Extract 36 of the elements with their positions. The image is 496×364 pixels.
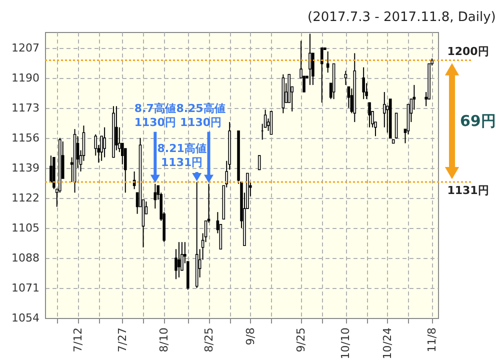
x-tick-label: 9/25 bbox=[294, 328, 308, 352]
x-tick-label: 7/27 bbox=[116, 328, 129, 352]
annotation: 8.7高値 1130円 bbox=[134, 102, 176, 129]
x-tick-label: 8/10 bbox=[158, 328, 171, 352]
text: 69円 bbox=[460, 112, 496, 130]
y-tick-label: 1139 bbox=[12, 161, 40, 174]
y-tick-label: 1173 bbox=[12, 101, 40, 114]
annotation: 8.21高値 1131円 bbox=[157, 142, 206, 170]
candlestick bbox=[320, 47, 324, 104]
ref-line-label: 1131円 bbox=[447, 184, 489, 198]
candlestick bbox=[258, 155, 261, 170]
candlestick bbox=[178, 242, 180, 278]
candlestick bbox=[103, 126, 106, 158]
x-tick-label: 7/12 bbox=[71, 328, 84, 352]
y-tick-label: 1071 bbox=[12, 281, 40, 294]
candlestick bbox=[362, 66, 365, 100]
x-tick-label: 11/8 bbox=[426, 328, 439, 352]
y-tick-label: 1105 bbox=[12, 221, 40, 234]
candlestick bbox=[344, 70, 348, 86]
y-tick-label: 1190 bbox=[12, 71, 40, 84]
y-tick-label: 1122 bbox=[12, 191, 40, 204]
y-tick-label: 1156 bbox=[12, 131, 40, 144]
y-tick-label: 1054 bbox=[12, 312, 40, 324]
candlestick bbox=[308, 33, 312, 86]
candlestick bbox=[270, 111, 273, 135]
x-tick-label: 9/8 bbox=[244, 328, 257, 346]
candlestick bbox=[412, 84, 416, 110]
x-tick-label: 8/25 bbox=[202, 328, 216, 352]
x-tick-label: 10/10 bbox=[339, 328, 352, 360]
annotation: 8.25高値 1130円 bbox=[176, 102, 226, 129]
x-tick-label: 10/24 bbox=[380, 328, 394, 360]
y-tick-label: 1207 bbox=[12, 41, 40, 54]
candlestick bbox=[368, 102, 371, 128]
chart-title: (2017.7.3 - 2017.11.8, Daily) bbox=[308, 10, 496, 25]
y-tick-label: 1088 bbox=[12, 251, 40, 264]
ref-line-label: 1200円 bbox=[447, 45, 489, 58]
